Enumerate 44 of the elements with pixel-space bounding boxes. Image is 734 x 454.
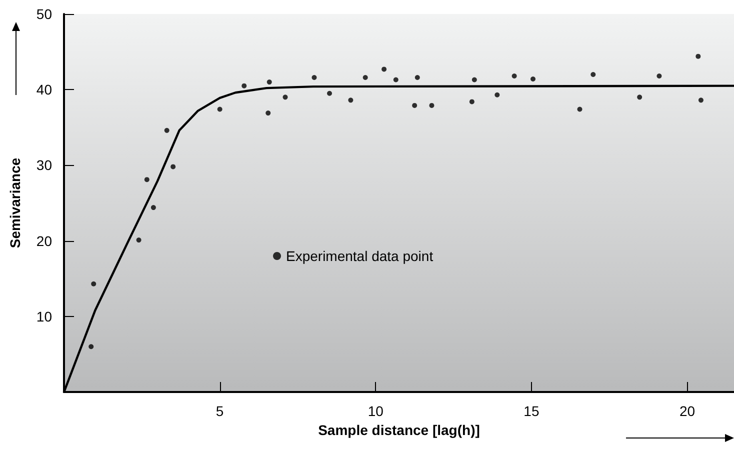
point (150, 205, 156, 210)
point (696, 54, 701, 59)
point (91, 281, 96, 286)
point (144, 177, 150, 182)
point (530, 76, 536, 82)
y-tick-label: 40 (36, 82, 52, 98)
x-tick-label: 5 (216, 403, 224, 419)
point (698, 98, 704, 103)
y-tick-label: 10 (36, 308, 52, 324)
point (382, 66, 387, 72)
point (266, 80, 272, 85)
point (348, 98, 354, 103)
y-tick-label: 30 (36, 157, 52, 174)
point (412, 102, 418, 108)
legend-label: Experimental data point (286, 248, 434, 264)
point (494, 92, 500, 98)
point (327, 90, 332, 96)
point (217, 106, 222, 112)
point (393, 77, 398, 82)
point (429, 102, 434, 108)
x-tick-label: 15 (524, 403, 540, 419)
y-tick-label: 20 (36, 232, 52, 249)
x-axis-title: Sample distance [lag(h)] (318, 422, 480, 438)
point (656, 73, 662, 78)
point (512, 73, 517, 78)
point (88, 344, 94, 350)
point (414, 75, 420, 80)
point (362, 75, 368, 80)
y-axis-title: Semivariance (7, 158, 23, 248)
point (282, 94, 288, 100)
point (170, 164, 176, 170)
point (164, 128, 170, 133)
point (472, 77, 477, 82)
point (266, 110, 271, 116)
x-tick-label: 10 (368, 403, 384, 419)
point (312, 75, 317, 80)
point (577, 106, 582, 112)
point (242, 83, 247, 88)
x-tick-label: 20 (679, 403, 696, 419)
point (469, 99, 474, 104)
point (136, 238, 142, 243)
y-tick-label: 50 (36, 6, 52, 22)
point (590, 72, 596, 77)
point (637, 94, 642, 100)
